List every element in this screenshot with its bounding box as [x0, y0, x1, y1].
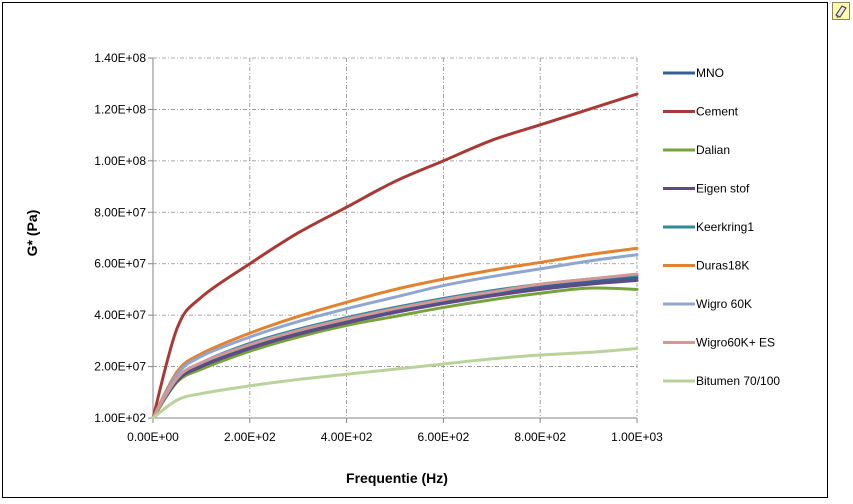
x-axis-title: Frequentie (Hz): [346, 470, 448, 486]
legend-label-wigro60k-es: Wigro60K+ ES: [696, 336, 775, 350]
ticks-layer: 1.00E+02 2.00E+07 4.00E+07 6.00E+07 8.00E+07…: [94, 51, 663, 444]
legend-label-dalian: Dalian: [696, 143, 730, 157]
y-tick-label: 2.00E+07: [94, 360, 146, 374]
x-tick-label: 6.00E+02: [418, 430, 470, 444]
y-tick-label: 1.20E+08: [94, 102, 146, 116]
legend-label-bitumen-70-100: Bitumen 70/100: [696, 374, 780, 388]
series-line-wigro-60k: [151, 253, 639, 420]
legend-label-cement: Cement: [696, 105, 739, 119]
legend-label-wigro-60k: Wigro 60K: [696, 297, 752, 311]
y-tick-label: 1.00E+08: [94, 154, 146, 168]
series-layer: [151, 92, 639, 420]
x-tick-label: 8.00E+02: [514, 430, 566, 444]
chart-svg: 1.00E+02 2.00E+07 4.00E+07 6.00E+07 8.00E+07…: [24, 51, 780, 486]
series-line-duras18k: [151, 246, 639, 420]
x-tick-label: 4.00E+02: [321, 430, 373, 444]
y-axis-title: G* (Pa): [24, 210, 40, 257]
legend-label-duras18k: Duras18K: [696, 259, 749, 273]
y-tick-label: 8.00E+07: [94, 205, 146, 219]
series-line-dalian: [151, 286, 639, 420]
series-line-mno: [151, 276, 639, 420]
chart-frame: 1.00E+02 2.00E+07 4.00E+07 6.00E+07 8.00E+07…: [2, 2, 828, 498]
chart-tool-icon[interactable]: [832, 2, 850, 20]
grid-layer: [153, 57, 638, 418]
x-tick-label: 1.00E+03: [611, 430, 663, 444]
y-tick-label: 6.00E+07: [94, 257, 146, 271]
axes-layer: [148, 57, 638, 423]
legend-label-mno: MNO: [696, 66, 724, 80]
series-line-bitumen-70-100: [151, 347, 639, 420]
y-tick-label: 1.00E+02: [94, 411, 146, 425]
y-tick-label: 4.00E+07: [94, 308, 146, 322]
legend-layer: MNO Cement Dalian Eigen stof Keerkring1 Duras…: [663, 66, 780, 388]
series-line-eigen-stof: [151, 278, 639, 420]
series-line-cement: [151, 92, 639, 420]
legend-label-eigen-stof: Eigen stof: [696, 182, 750, 196]
legend-label-keerkring1: Keerkring1: [696, 220, 754, 234]
y-tick-label: 1.40E+08: [94, 51, 146, 65]
x-tick-label: 2.00E+02: [224, 430, 276, 444]
x-tick-label: 0.00E+00: [127, 430, 179, 444]
series-line-wigro60k-es: [151, 272, 639, 420]
